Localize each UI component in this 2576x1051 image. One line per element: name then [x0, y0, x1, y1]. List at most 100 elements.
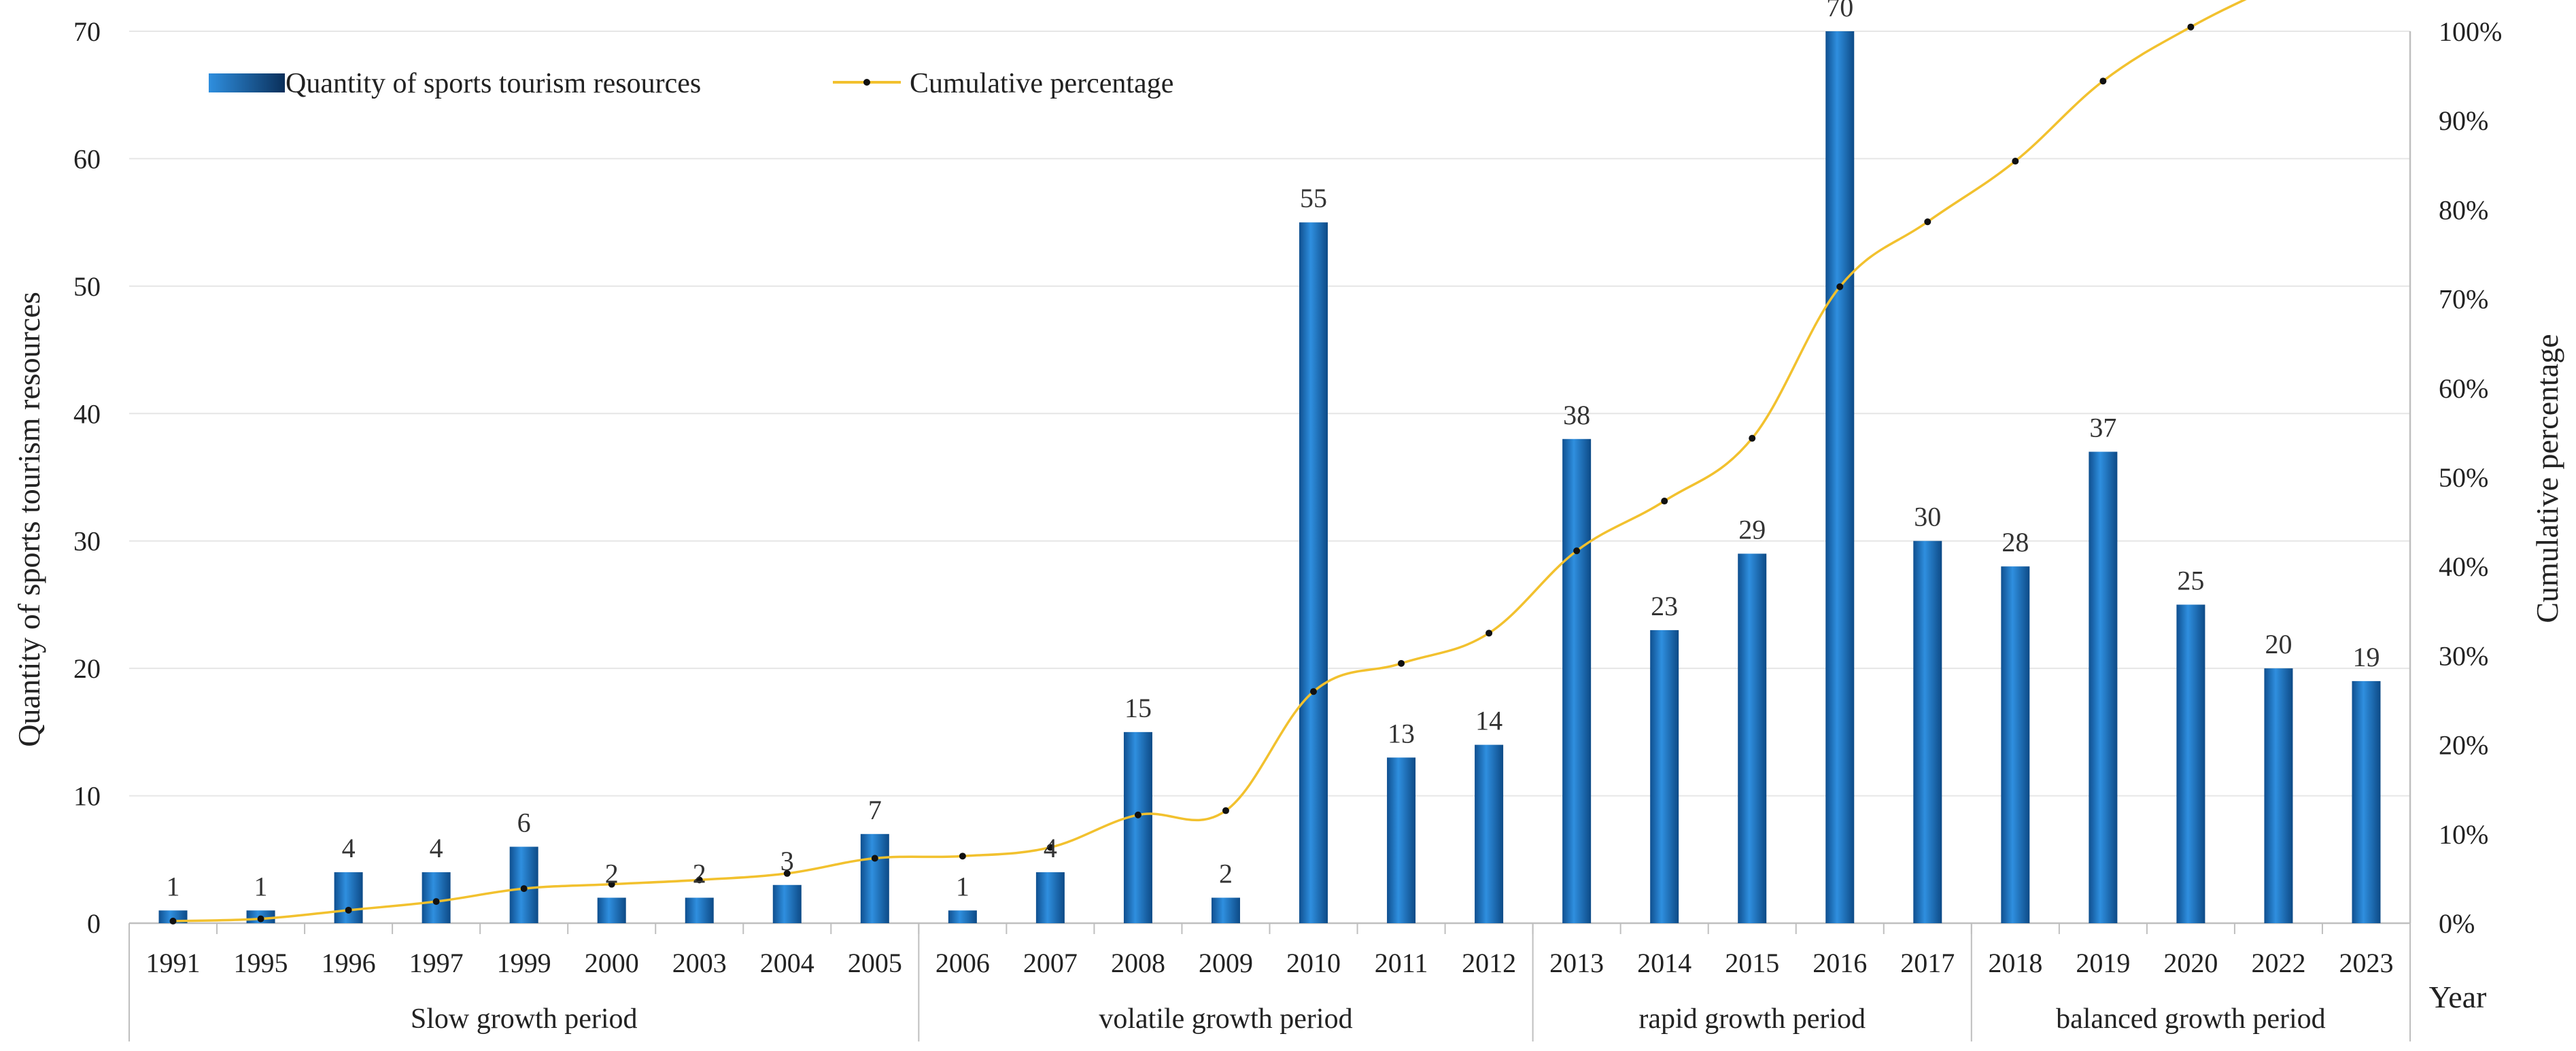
- bar-value-label: 3: [780, 846, 794, 876]
- legend-bar-label: Quantity of sports tourism resources: [286, 68, 701, 99]
- legend: Quantity of sports tourism resources Cum…: [209, 68, 1173, 99]
- y-tick-label: 60: [73, 143, 101, 174]
- bar: [1475, 744, 1504, 923]
- cumulative-point: [1310, 688, 1318, 695]
- period-label: rapid growth period: [1638, 1003, 1866, 1035]
- period-label: Slow growth period: [411, 1003, 638, 1035]
- cumulative-line: [173, 0, 2247, 923]
- bar: [948, 910, 977, 923]
- x-tick-label: 2000: [585, 948, 639, 978]
- bar-value-label: 1: [167, 871, 180, 901]
- x-axis-title: Year: [2429, 980, 2487, 1014]
- cumulative-point: [1924, 218, 1931, 226]
- cumulative-point: [871, 855, 878, 862]
- x-tick-label: 2017: [1900, 948, 1955, 978]
- x-tick-label: 2003: [672, 948, 727, 978]
- bar: [1650, 630, 1679, 923]
- y2-tick-label: 0%: [2439, 908, 2475, 939]
- bar-series: [158, 31, 2381, 924]
- bar-value-label: 23: [1651, 591, 1678, 621]
- cumulative-point: [2012, 158, 2019, 165]
- cumulative-point: [432, 898, 440, 906]
- x-tick-label: 2016: [1813, 948, 1867, 978]
- y2-tick-label: 80%: [2439, 194, 2488, 225]
- x-tick-label: 1995: [234, 948, 288, 978]
- y2-tick-label: 20%: [2439, 730, 2488, 761]
- bar: [1211, 897, 1240, 923]
- bar-value-label: 38: [1563, 400, 1590, 430]
- cumulative-point: [1749, 434, 1756, 442]
- cumulative-point: [608, 880, 615, 888]
- y2-tick-label: 40%: [2439, 551, 2488, 582]
- bar: [597, 897, 626, 923]
- cumulative-point: [2099, 77, 2107, 85]
- x-tick-label: 2015: [1725, 948, 1779, 978]
- bar: [509, 846, 538, 923]
- bar: [1562, 438, 1592, 923]
- cumulative-point: [520, 885, 528, 893]
- bar: [2176, 604, 2205, 923]
- x-tick-label: 2020: [2163, 948, 2218, 978]
- y-tick-label: 20: [73, 653, 101, 684]
- cumulative-point: [1661, 498, 1668, 505]
- bar-value-label: 70: [1826, 0, 1853, 22]
- gridlines: [129, 31, 2410, 797]
- cumulative-point: [169, 917, 177, 925]
- cumulative-point: [1486, 630, 1493, 637]
- bar: [1387, 757, 1416, 923]
- y2-tick-label: 30%: [2439, 640, 2488, 671]
- bar-value-label: 29: [1738, 514, 1766, 545]
- y-axis-title: Quantity of sports tourism resources: [12, 292, 46, 746]
- bar: [2352, 680, 2381, 923]
- x-tick-label: 2005: [848, 948, 902, 978]
- bar: [334, 872, 363, 923]
- bar: [1299, 222, 1328, 924]
- x-tick-label: 2012: [1462, 948, 1516, 978]
- y-tick-label: 50: [73, 271, 101, 302]
- bar: [1738, 553, 1767, 923]
- x-tick-label: 1996: [322, 948, 376, 978]
- x-tick-label: 2023: [2339, 948, 2393, 978]
- bar-value-label: 14: [1475, 706, 1502, 736]
- bar-value-label: 4: [1044, 833, 1057, 863]
- bar: [685, 897, 714, 923]
- x-tick-label: 1991: [146, 948, 201, 978]
- bar-value-label: 1: [254, 871, 268, 901]
- bar-value-label: 4: [430, 833, 443, 863]
- bar-value-label: 7: [868, 795, 882, 825]
- y-tick-label: 10: [73, 781, 101, 812]
- y-tick-label: 70: [73, 16, 101, 47]
- bar-value-label: 1: [956, 871, 969, 901]
- x-tick-label: 1997: [409, 948, 464, 978]
- bar-value-label: 28: [2002, 527, 2029, 557]
- legend-line-label: Cumulative percentage: [910, 68, 1173, 99]
- bar: [2089, 451, 2118, 923]
- y2-tick-label: 50%: [2439, 462, 2488, 493]
- y-tick-label: 30: [73, 526, 101, 557]
- y-tick-label: 0: [87, 908, 101, 939]
- cumulative-point: [1398, 659, 1405, 667]
- y2-tick-label: 90%: [2439, 105, 2488, 136]
- bar-value-label: 13: [1388, 718, 1415, 748]
- x-tick-label: 2009: [1199, 948, 1253, 978]
- x-tick-label: 2019: [2076, 948, 2130, 978]
- x-tick-label: 2004: [760, 948, 814, 978]
- y2-tick-label: 100%: [2439, 16, 2502, 47]
- bar-value-label: 25: [2177, 565, 2204, 596]
- bar-value-label: 15: [1124, 693, 1152, 723]
- x-tick-label: 2007: [1023, 948, 1078, 978]
- bar: [1913, 540, 1942, 923]
- cumulative-point: [1222, 807, 1229, 814]
- bar-value-label: 4: [342, 833, 356, 863]
- x-tick-label: 2011: [1375, 948, 1428, 978]
- bar: [422, 872, 451, 923]
- x-tick-label: 2022: [2251, 948, 2305, 978]
- y2-tick-label: 10%: [2439, 819, 2488, 850]
- x-tick-label: 2018: [1988, 948, 2042, 978]
- period-label: balanced growth period: [2056, 1003, 2326, 1035]
- cumulative-point: [1046, 844, 1054, 851]
- y-tick-label: 40: [73, 398, 101, 429]
- bar: [1123, 731, 1152, 923]
